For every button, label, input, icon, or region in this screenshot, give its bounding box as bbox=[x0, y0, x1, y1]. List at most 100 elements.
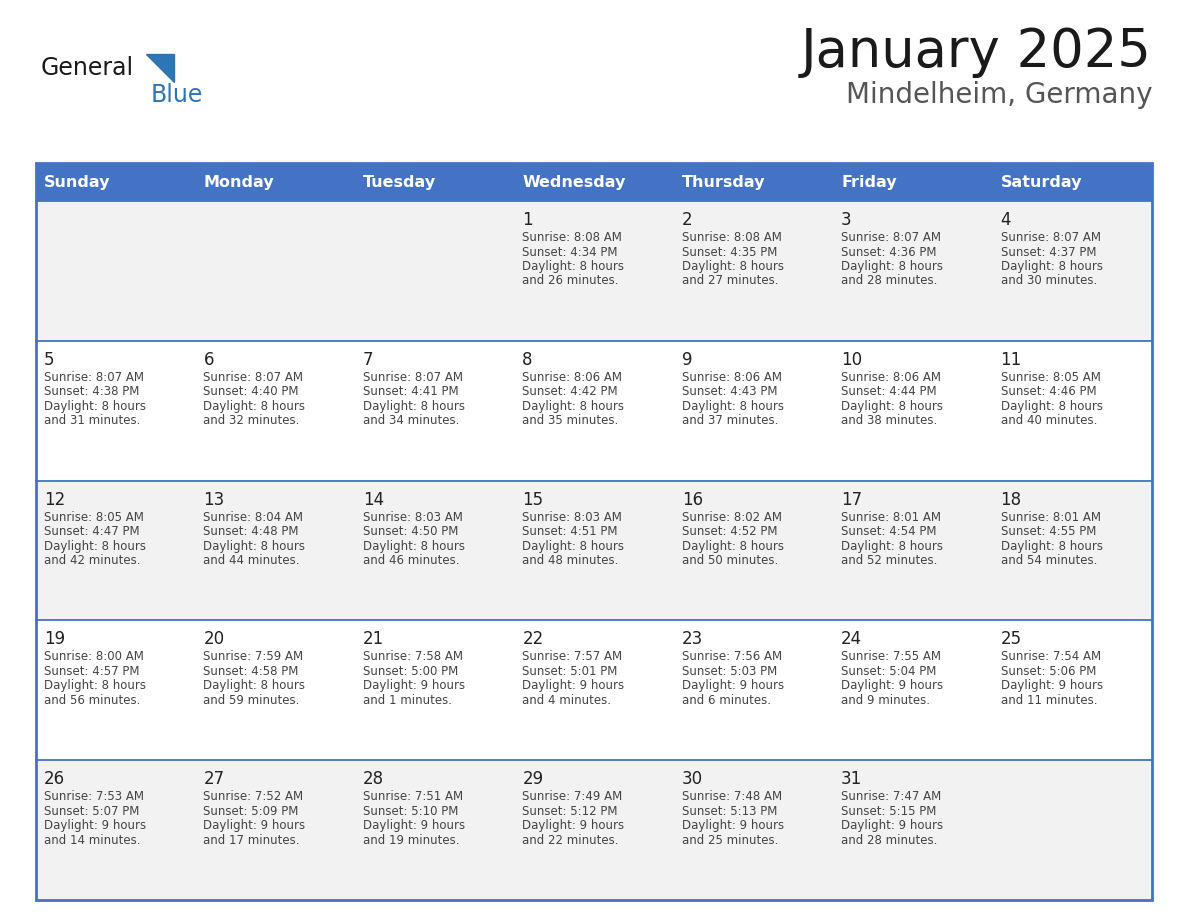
Text: Wednesday: Wednesday bbox=[523, 174, 626, 189]
Text: Sunrise: 7:56 AM: Sunrise: 7:56 AM bbox=[682, 650, 782, 664]
Text: Sunset: 4:55 PM: Sunset: 4:55 PM bbox=[1000, 525, 1097, 538]
Text: 2: 2 bbox=[682, 211, 693, 229]
Text: Sunset: 5:10 PM: Sunset: 5:10 PM bbox=[362, 805, 459, 818]
Text: Daylight: 9 hours: Daylight: 9 hours bbox=[362, 679, 465, 692]
Text: Sunset: 4:42 PM: Sunset: 4:42 PM bbox=[523, 386, 618, 398]
Text: Sunset: 4:50 PM: Sunset: 4:50 PM bbox=[362, 525, 459, 538]
Text: Sunrise: 8:04 AM: Sunrise: 8:04 AM bbox=[203, 510, 303, 523]
Text: Tuesday: Tuesday bbox=[362, 174, 436, 189]
Text: Sunset: 5:12 PM: Sunset: 5:12 PM bbox=[523, 805, 618, 818]
Text: Sunset: 5:09 PM: Sunset: 5:09 PM bbox=[203, 805, 299, 818]
Bar bbox=[36, 163, 1152, 900]
Text: Sunset: 4:48 PM: Sunset: 4:48 PM bbox=[203, 525, 299, 538]
Text: Daylight: 8 hours: Daylight: 8 hours bbox=[203, 540, 305, 553]
Text: 24: 24 bbox=[841, 631, 862, 648]
Text: 25: 25 bbox=[1000, 631, 1022, 648]
Text: Sunrise: 8:01 AM: Sunrise: 8:01 AM bbox=[1000, 510, 1100, 523]
Text: Daylight: 8 hours: Daylight: 8 hours bbox=[523, 260, 624, 273]
Text: Sunrise: 7:48 AM: Sunrise: 7:48 AM bbox=[682, 790, 782, 803]
Text: Daylight: 8 hours: Daylight: 8 hours bbox=[523, 540, 624, 553]
Text: Sunrise: 8:01 AM: Sunrise: 8:01 AM bbox=[841, 510, 941, 523]
Text: Daylight: 9 hours: Daylight: 9 hours bbox=[523, 679, 625, 692]
Text: and 26 minutes.: and 26 minutes. bbox=[523, 274, 619, 287]
Text: Daylight: 9 hours: Daylight: 9 hours bbox=[682, 679, 784, 692]
Text: Daylight: 8 hours: Daylight: 8 hours bbox=[44, 400, 146, 413]
Text: 9: 9 bbox=[682, 351, 693, 369]
Text: Daylight: 9 hours: Daylight: 9 hours bbox=[682, 819, 784, 833]
Text: 7: 7 bbox=[362, 351, 373, 369]
Bar bbox=[36, 481, 1152, 621]
Text: and 34 minutes.: and 34 minutes. bbox=[362, 414, 460, 427]
Text: 27: 27 bbox=[203, 770, 225, 789]
Text: Sunrise: 7:49 AM: Sunrise: 7:49 AM bbox=[523, 790, 623, 803]
Text: and 44 minutes.: and 44 minutes. bbox=[203, 554, 299, 567]
Text: Sunrise: 8:00 AM: Sunrise: 8:00 AM bbox=[44, 650, 144, 664]
Bar bbox=[36, 760, 1152, 900]
Text: Sunset: 4:52 PM: Sunset: 4:52 PM bbox=[682, 525, 777, 538]
Text: Sunday: Sunday bbox=[44, 174, 110, 189]
Text: Daylight: 8 hours: Daylight: 8 hours bbox=[682, 260, 784, 273]
Text: and 37 minutes.: and 37 minutes. bbox=[682, 414, 778, 427]
Text: Daylight: 8 hours: Daylight: 8 hours bbox=[203, 679, 305, 692]
Text: and 42 minutes.: and 42 minutes. bbox=[44, 554, 140, 567]
Text: Daylight: 8 hours: Daylight: 8 hours bbox=[841, 400, 943, 413]
Text: Daylight: 8 hours: Daylight: 8 hours bbox=[362, 540, 465, 553]
Text: and 22 minutes.: and 22 minutes. bbox=[523, 834, 619, 846]
Text: Sunrise: 8:06 AM: Sunrise: 8:06 AM bbox=[682, 371, 782, 384]
Text: Daylight: 8 hours: Daylight: 8 hours bbox=[44, 540, 146, 553]
Text: Sunset: 4:57 PM: Sunset: 4:57 PM bbox=[44, 665, 139, 677]
Text: Daylight: 9 hours: Daylight: 9 hours bbox=[44, 819, 146, 833]
Text: Sunset: 4:40 PM: Sunset: 4:40 PM bbox=[203, 386, 299, 398]
Text: Sunrise: 8:07 AM: Sunrise: 8:07 AM bbox=[203, 371, 303, 384]
Text: 4: 4 bbox=[1000, 211, 1011, 229]
Text: 16: 16 bbox=[682, 490, 703, 509]
Text: Sunset: 5:06 PM: Sunset: 5:06 PM bbox=[1000, 665, 1097, 677]
Text: and 25 minutes.: and 25 minutes. bbox=[682, 834, 778, 846]
Text: Daylight: 8 hours: Daylight: 8 hours bbox=[523, 400, 624, 413]
Text: Sunrise: 8:06 AM: Sunrise: 8:06 AM bbox=[841, 371, 941, 384]
Text: Daylight: 8 hours: Daylight: 8 hours bbox=[841, 260, 943, 273]
Text: 1: 1 bbox=[523, 211, 533, 229]
Text: 17: 17 bbox=[841, 490, 862, 509]
Text: Daylight: 8 hours: Daylight: 8 hours bbox=[203, 400, 305, 413]
Text: and 59 minutes.: and 59 minutes. bbox=[203, 694, 299, 707]
Text: Daylight: 8 hours: Daylight: 8 hours bbox=[1000, 540, 1102, 553]
Text: and 50 minutes.: and 50 minutes. bbox=[682, 554, 778, 567]
Bar bbox=[36, 341, 1152, 481]
Text: Sunrise: 8:07 AM: Sunrise: 8:07 AM bbox=[841, 231, 941, 244]
Text: and 27 minutes.: and 27 minutes. bbox=[682, 274, 778, 287]
Text: Sunrise: 8:05 AM: Sunrise: 8:05 AM bbox=[44, 510, 144, 523]
Text: Sunset: 5:04 PM: Sunset: 5:04 PM bbox=[841, 665, 936, 677]
Text: Sunset: 5:00 PM: Sunset: 5:00 PM bbox=[362, 665, 459, 677]
Text: Sunrise: 8:05 AM: Sunrise: 8:05 AM bbox=[1000, 371, 1100, 384]
Text: and 46 minutes.: and 46 minutes. bbox=[362, 554, 460, 567]
Text: 31: 31 bbox=[841, 770, 862, 789]
Text: 29: 29 bbox=[523, 770, 543, 789]
Text: Sunset: 4:58 PM: Sunset: 4:58 PM bbox=[203, 665, 299, 677]
Text: and 40 minutes.: and 40 minutes. bbox=[1000, 414, 1097, 427]
Text: and 11 minutes.: and 11 minutes. bbox=[1000, 694, 1097, 707]
Text: 11: 11 bbox=[1000, 351, 1022, 369]
Text: Mindelheim, Germany: Mindelheim, Germany bbox=[846, 81, 1152, 109]
Text: 15: 15 bbox=[523, 490, 543, 509]
Text: Blue: Blue bbox=[151, 83, 203, 107]
Text: Daylight: 9 hours: Daylight: 9 hours bbox=[523, 819, 625, 833]
Text: 6: 6 bbox=[203, 351, 214, 369]
Text: Sunset: 5:01 PM: Sunset: 5:01 PM bbox=[523, 665, 618, 677]
Text: Sunset: 5:15 PM: Sunset: 5:15 PM bbox=[841, 805, 936, 818]
Text: Sunrise: 8:03 AM: Sunrise: 8:03 AM bbox=[523, 510, 623, 523]
Text: and 28 minutes.: and 28 minutes. bbox=[841, 834, 937, 846]
Text: General: General bbox=[42, 56, 134, 80]
Text: Daylight: 8 hours: Daylight: 8 hours bbox=[1000, 400, 1102, 413]
Text: and 14 minutes.: and 14 minutes. bbox=[44, 834, 140, 846]
Text: Sunrise: 7:59 AM: Sunrise: 7:59 AM bbox=[203, 650, 304, 664]
Text: Daylight: 8 hours: Daylight: 8 hours bbox=[362, 400, 465, 413]
Text: Friday: Friday bbox=[841, 174, 897, 189]
Text: and 17 minutes.: and 17 minutes. bbox=[203, 834, 299, 846]
Text: Sunset: 4:43 PM: Sunset: 4:43 PM bbox=[682, 386, 777, 398]
Text: and 1 minutes.: and 1 minutes. bbox=[362, 694, 451, 707]
Text: 13: 13 bbox=[203, 490, 225, 509]
Text: 21: 21 bbox=[362, 631, 384, 648]
Text: 30: 30 bbox=[682, 770, 703, 789]
Text: Sunset: 4:34 PM: Sunset: 4:34 PM bbox=[523, 245, 618, 259]
